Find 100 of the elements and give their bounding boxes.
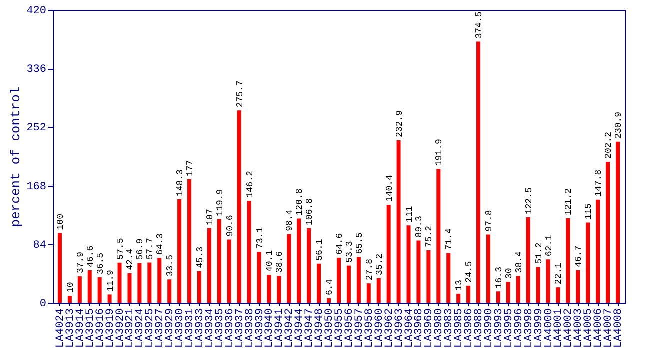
bar: [406, 226, 411, 303]
data-label: 40.1: [265, 250, 276, 272]
x-tick-label: LA3956: [344, 308, 356, 348]
data-label: 11.9: [106, 270, 116, 292]
data-label: 53.3: [344, 241, 355, 263]
bar: [526, 218, 530, 303]
bar: [128, 273, 132, 303]
x-tick-label: LA3990: [483, 308, 496, 348]
bar: [506, 282, 510, 303]
data-label: 24.5: [464, 261, 475, 283]
data-label: 97.8: [484, 210, 494, 232]
data-label: 64.3: [156, 234, 166, 256]
data-label: 75.2: [424, 226, 435, 248]
bar: [317, 264, 322, 303]
bar: [178, 200, 182, 303]
data-label: 111: [404, 206, 415, 223]
bar: [327, 298, 332, 303]
data-label: 13: [454, 280, 465, 291]
bar: [158, 258, 162, 303]
data-label: 232.9: [394, 110, 405, 138]
x-tick-label: LA3996: [513, 308, 526, 348]
data-label: 107: [205, 209, 216, 226]
bar: [556, 288, 560, 303]
x-tick-label: LA3937: [234, 308, 246, 348]
bar: [446, 253, 451, 303]
x-tick-label: LA3934: [204, 308, 216, 348]
x-tick-label: LA3916: [94, 308, 107, 348]
bar: [118, 262, 122, 303]
bar: [616, 142, 620, 303]
bar: [416, 240, 421, 303]
data-label: 140.4: [384, 175, 395, 202]
data-label: 57.5: [116, 238, 126, 260]
data-label: 90.6: [225, 215, 236, 237]
bar: [496, 292, 500, 303]
x-tick-label: LA3960: [374, 308, 386, 348]
data-label: 10: [66, 282, 76, 294]
bar: [596, 200, 600, 303]
data-label: 89.3: [414, 216, 425, 238]
x-tick-label: LA3915: [84, 308, 97, 348]
bar: [58, 233, 62, 303]
bar: [207, 228, 212, 303]
data-label: 35.2: [374, 254, 385, 276]
bar: [287, 234, 292, 303]
bar: [307, 228, 312, 303]
data-label: 62.1: [544, 235, 554, 257]
x-tick-label: LA4024: [54, 308, 67, 348]
data-label: 38.6: [275, 251, 286, 274]
data-label: 33.5: [166, 255, 176, 277]
bar: [436, 169, 441, 303]
bar: [426, 250, 431, 303]
bar: [396, 140, 401, 303]
data-label: 146.2: [245, 170, 256, 198]
data-label: 122.5: [524, 188, 534, 215]
bar: [68, 296, 72, 303]
x-tick-label: LA3955: [334, 308, 346, 348]
bar: [586, 222, 590, 303]
data-label: 98.4: [285, 210, 296, 232]
bar: [237, 110, 242, 303]
data-label: 56.1: [315, 239, 326, 261]
x-tick-label: LA3957: [354, 308, 366, 348]
x-tick-label: LA3913: [64, 308, 77, 348]
data-label: 148.3: [176, 170, 186, 197]
data-label: 147.8: [594, 170, 604, 197]
bar: [516, 276, 520, 303]
bar: [576, 270, 580, 303]
data-label: 22.1: [554, 262, 564, 285]
bar: [366, 284, 371, 303]
x-tick-label: LA3963: [394, 308, 406, 348]
bar: [536, 267, 540, 303]
y-tick-label: 84: [33, 240, 47, 252]
bar: [546, 260, 550, 303]
x-tick-label: LA3962: [384, 308, 396, 348]
data-label: 374.5: [474, 12, 485, 39]
x-tick-label: LA3938: [244, 308, 256, 348]
bar: [346, 266, 351, 303]
bar: [337, 258, 341, 303]
bar: [476, 42, 481, 303]
bar: [456, 294, 461, 303]
bar: [88, 270, 92, 303]
bar: [297, 218, 302, 303]
bar: [217, 219, 222, 303]
bar: [98, 278, 102, 303]
data-label: 120.8: [295, 188, 306, 216]
bar: [386, 205, 391, 303]
data-label: 73.1: [255, 227, 266, 250]
bar: [566, 218, 570, 303]
x-tick-label: LA3914: [74, 308, 87, 348]
bar: [197, 271, 202, 303]
x-tick-label: LA3935: [214, 308, 226, 348]
bar: [138, 263, 142, 303]
data-label: 36.5: [96, 252, 106, 275]
data-label: 46.6: [86, 246, 96, 268]
bar: [188, 180, 192, 303]
y-tick-label: 252: [26, 122, 46, 135]
y-tick-label: 0: [40, 298, 46, 310]
data-label: 100: [56, 214, 66, 230]
data-label: 46.7: [574, 246, 584, 268]
bar: [108, 294, 112, 303]
data-label: 30: [504, 268, 514, 280]
x-tick-label: LA4008: [613, 308, 626, 348]
